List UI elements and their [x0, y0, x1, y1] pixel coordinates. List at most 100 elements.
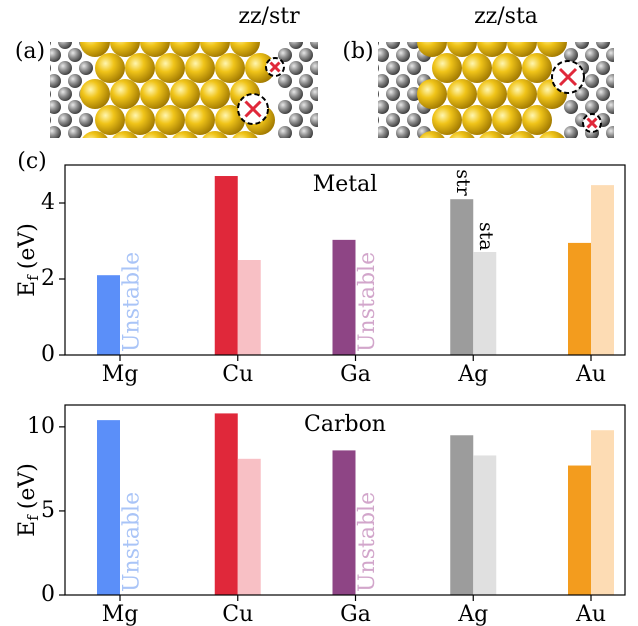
y-axis-label-part: (eV)	[15, 463, 40, 509]
carbon-atom	[627, 74, 638, 88]
y-axis-label-part: (eV)	[15, 223, 40, 269]
gold-atom	[110, 27, 140, 57]
panel-label: (a)	[15, 39, 45, 64]
gold-atom	[507, 27, 537, 57]
carbon-atom	[596, 35, 610, 49]
carbon-atom	[58, 87, 72, 101]
series-annotation: sta	[475, 222, 497, 251]
gold-atom	[140, 27, 170, 57]
carbon-atom	[37, 113, 51, 127]
x-tick-label: Ga	[340, 602, 371, 626]
gold-atom	[447, 131, 477, 161]
gold-atom	[462, 105, 492, 135]
carbon-atom	[310, 61, 324, 75]
y-axis-label-part: E	[15, 281, 40, 297]
gold-atom	[185, 105, 215, 135]
gold-atom	[477, 131, 507, 161]
carbon-atom	[386, 87, 400, 101]
gold-atom	[110, 131, 140, 161]
carbon-atom	[289, 35, 303, 49]
gold-atom	[417, 27, 447, 57]
carbon-atom	[375, 48, 389, 62]
gold-atom	[230, 27, 260, 57]
gold-atom	[140, 79, 170, 109]
gold-atom	[477, 27, 507, 57]
gold-atom	[80, 27, 110, 57]
y-tick-label: 2	[41, 266, 55, 291]
gold-atom	[140, 131, 170, 161]
carbon-atom	[299, 126, 313, 140]
gold-atom	[447, 79, 477, 109]
value-label: Unstable	[120, 252, 145, 352]
y-axis-label: Ef(eV)	[15, 463, 42, 537]
carbon-atom	[310, 35, 324, 49]
y-tick-label: 5	[41, 498, 55, 523]
carbon-atom	[627, 100, 638, 114]
gold-atom	[170, 131, 200, 161]
structure-image	[37, 27, 334, 161]
bar	[97, 420, 120, 595]
gold-atom	[125, 105, 155, 135]
bar	[473, 252, 496, 355]
carbon-atom	[606, 48, 620, 62]
x-tick-label: Cu	[222, 362, 253, 387]
carbon-atom	[68, 74, 82, 88]
value-label: Unstable	[355, 492, 380, 592]
y-tick-label: 0	[41, 582, 55, 607]
carbon-atom	[606, 126, 620, 140]
gold-atom	[170, 79, 200, 109]
carbon-atom	[606, 74, 620, 88]
carbon-atom	[627, 126, 638, 140]
carbon-atom	[278, 126, 292, 140]
carbon-atom	[596, 61, 610, 75]
gold-atom	[200, 79, 230, 109]
bar	[473, 455, 496, 595]
carbon-atom	[47, 48, 61, 62]
gold-atom	[462, 53, 492, 83]
carbon-atom	[58, 113, 72, 127]
gold-atom	[522, 105, 552, 135]
carbon-atom	[365, 87, 379, 101]
carbon-atom	[375, 100, 389, 114]
chart-title: Carbon	[304, 412, 386, 437]
y-axis-label: Ef(eV)	[15, 223, 42, 297]
carbon-atom	[299, 48, 313, 62]
gold-atom	[492, 53, 522, 83]
x-tick-label: Mg	[102, 602, 139, 626]
carbon-atom	[585, 74, 599, 88]
carbon-atom	[617, 35, 631, 49]
carbon-atom	[68, 100, 82, 114]
x-tick-label: Au	[575, 602, 606, 626]
carbon-atom	[58, 61, 72, 75]
carbon-atom	[47, 126, 61, 140]
value-label: Unstable	[120, 492, 145, 592]
chart-title: Metal	[313, 172, 378, 197]
carbon-atom	[396, 74, 410, 88]
carbon-atom	[386, 61, 400, 75]
y-tick-label: 4	[41, 190, 55, 215]
carbon-atom	[68, 126, 82, 140]
carbon-atom	[310, 113, 324, 127]
carbon-atom	[407, 61, 421, 75]
gold-atom	[492, 105, 522, 135]
gold-atom	[417, 79, 447, 109]
gold-atom	[417, 131, 447, 161]
gold-atom	[507, 79, 537, 109]
carbon-atom	[320, 100, 334, 114]
x-tick-label: Ga	[340, 362, 371, 387]
bar	[591, 185, 614, 355]
carbon-atom	[564, 126, 578, 140]
gold-atom	[155, 53, 185, 83]
carbon-atom	[564, 48, 578, 62]
figure: (a) zz/str (b) zz/sta (c) MetalEf(eV)024…	[0, 0, 638, 626]
carbon-atom	[310, 87, 324, 101]
carbon-atom	[289, 113, 303, 127]
series-annotation: str	[452, 169, 474, 196]
value-label: Unstable	[355, 252, 380, 352]
carbon-atom	[320, 74, 334, 88]
bar	[333, 240, 356, 355]
gold-atom	[432, 105, 462, 135]
bar	[450, 199, 473, 355]
bar	[215, 176, 238, 355]
x-tick-label: Ag	[457, 602, 488, 626]
